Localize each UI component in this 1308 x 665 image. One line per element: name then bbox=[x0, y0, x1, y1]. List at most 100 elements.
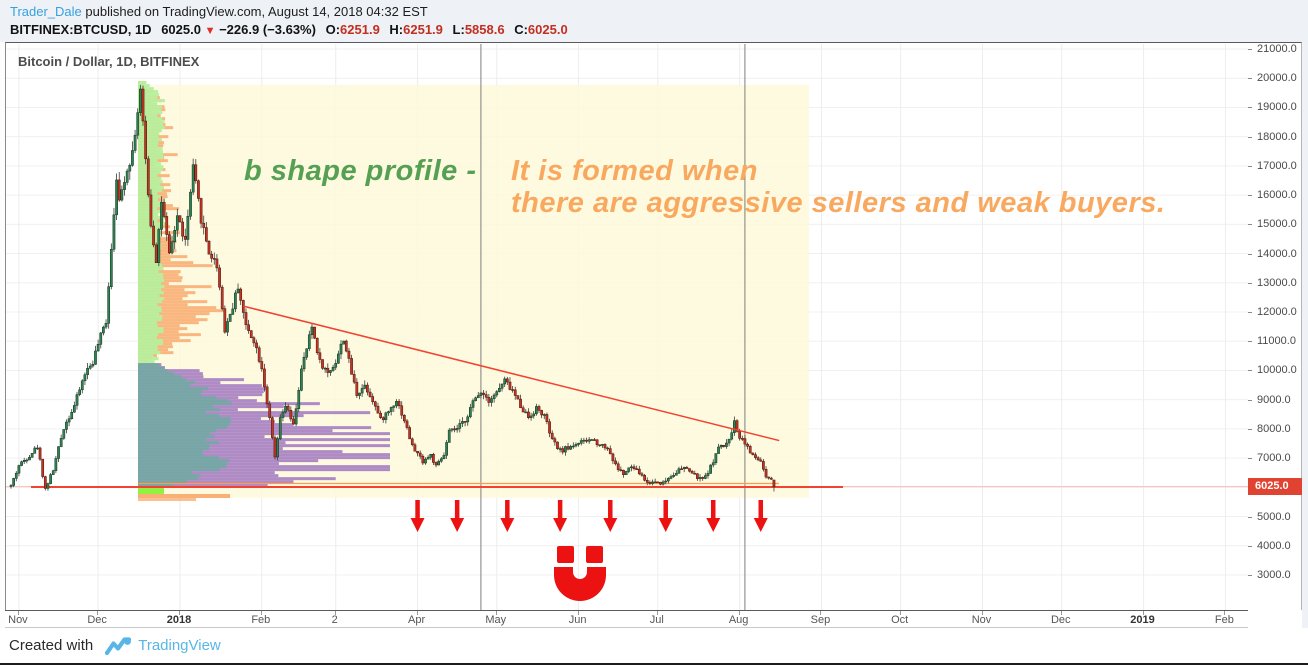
price-axis-label: 3000.0 bbox=[1257, 569, 1291, 581]
profile-bottom-strips bbox=[138, 488, 230, 501]
magnet-u-drawing[interactable] bbox=[554, 546, 606, 601]
down-triangle-icon: ▼ bbox=[204, 25, 216, 37]
time-axis-label: 2018 bbox=[166, 614, 192, 626]
price-axis-tick bbox=[1248, 107, 1252, 109]
time-axis-label: May bbox=[485, 614, 507, 626]
down-arrow-icon bbox=[410, 518, 425, 532]
price-axis-label: 16000.0 bbox=[1257, 189, 1297, 202]
symbol-name: BITFINEX:BTCUSD, 1D bbox=[10, 22, 152, 37]
down-arrows-drawing[interactable] bbox=[410, 500, 768, 532]
down-arrow-icon bbox=[505, 500, 510, 519]
down-arrow-icon bbox=[753, 518, 768, 532]
annotation-text-orange-line1[interactable]: It is formed when bbox=[511, 155, 758, 187]
candlestick-series bbox=[9, 84, 776, 492]
time-axis-tick bbox=[820, 611, 822, 615]
down-arrow-icon bbox=[663, 500, 668, 519]
time-axis-tick bbox=[981, 611, 983, 615]
time-axis-tick bbox=[899, 611, 901, 615]
publish-header: Trader_Dale published on TradingView.com… bbox=[0, 0, 1308, 42]
price-axis-label: 20000.0 bbox=[1257, 72, 1297, 85]
price-axis-label: 9000.0 bbox=[1257, 393, 1291, 406]
axis-right-gap bbox=[1302, 42, 1308, 628]
descending-trend-line[interactable] bbox=[243, 305, 780, 442]
down-arrow-icon bbox=[553, 518, 568, 532]
time-axis-tick bbox=[1142, 611, 1144, 615]
annotation-text-orange-line2[interactable]: there are aggressive sellers and weak bu… bbox=[511, 187, 1166, 219]
chart-legend-title: Bitcoin / Dollar, 1D, BITFINEX bbox=[18, 54, 200, 69]
magnet-horseshoe bbox=[554, 567, 606, 601]
close-label: C: bbox=[514, 22, 528, 37]
down-arrow-icon bbox=[603, 518, 618, 532]
price-axis-label: 11000.0 bbox=[1257, 335, 1296, 348]
open-value: 6251.9 bbox=[340, 22, 380, 37]
time-axis-label: 2 bbox=[331, 614, 338, 626]
price-axis-label: 19000.0 bbox=[1257, 101, 1297, 114]
price-axis-label: 4000.0 bbox=[1257, 539, 1291, 552]
price-change: −226.9 (−3.63%) bbox=[219, 22, 316, 37]
time-axis-label: Feb bbox=[251, 614, 271, 626]
time-axis-tick bbox=[17, 611, 19, 615]
price-axis-tick bbox=[1248, 312, 1252, 313]
magnet-pole bbox=[586, 546, 603, 563]
time-axis-tick bbox=[416, 611, 418, 615]
tradingview-logo-icon bbox=[105, 636, 132, 656]
last-price: 6025.0 bbox=[161, 22, 201, 37]
price-axis-tick bbox=[1248, 575, 1252, 576]
price-axis-label: 15000.0 bbox=[1257, 218, 1297, 231]
price-axis-label: 8000.0 bbox=[1257, 422, 1291, 435]
time-axis-label: 2019 bbox=[1130, 614, 1155, 626]
annotation-text-green[interactable]: b shape profile - bbox=[244, 155, 477, 187]
magnet-pole bbox=[557, 546, 574, 563]
volume-profile-lower-profile[interactable] bbox=[138, 363, 390, 487]
symbol-info-bar: BITFINEX:BTCUSD, 1D 6025.0 ▼ −226.9 (−3.… bbox=[10, 22, 1308, 37]
down-arrow-icon bbox=[557, 500, 563, 519]
author-link[interactable]: Trader_Dale bbox=[10, 4, 82, 19]
time-axis-label: Dec bbox=[87, 614, 107, 626]
time-axis-tick bbox=[495, 611, 497, 615]
time-axis-label: Dec bbox=[1050, 614, 1071, 626]
volume-profile-upper-b-shape-profile[interactable] bbox=[138, 81, 224, 364]
chart-canvas[interactable]: Bitcoin / Dollar, 1D, BITFINEX b shape p… bbox=[5, 42, 1249, 611]
time-axis-tick bbox=[97, 611, 99, 615]
price-axis-label: 13000.0 bbox=[1257, 276, 1297, 289]
time-axis-label: Nov bbox=[8, 614, 28, 626]
down-arrow-icon bbox=[710, 500, 716, 519]
price-axis-tick bbox=[1248, 78, 1252, 80]
price-axis-label: 7000.0 bbox=[1257, 452, 1291, 465]
time-axis-tick bbox=[1224, 611, 1226, 615]
chart-left-margin bbox=[0, 42, 5, 628]
price-axis-tick bbox=[1248, 136, 1252, 138]
time-axis-label: Nov bbox=[971, 614, 992, 626]
created-with-text: Created with bbox=[9, 637, 94, 654]
price-axis-tick bbox=[1248, 370, 1252, 372]
time-axis-tick bbox=[260, 611, 262, 615]
time-axis-tick bbox=[656, 611, 658, 615]
price-axis-label: 10000.0 bbox=[1257, 364, 1297, 377]
footer: Created with TradingView bbox=[0, 628, 1308, 663]
time-axis-label: Aug bbox=[728, 614, 749, 626]
tradingview-link[interactable]: TradingView bbox=[138, 637, 221, 654]
down-arrow-icon bbox=[500, 518, 515, 532]
price-axis-tick bbox=[1248, 253, 1252, 255]
high-value: 6251.9 bbox=[403, 22, 443, 37]
price-axis-tick bbox=[1248, 399, 1252, 401]
price-axis-tick bbox=[1248, 341, 1252, 343]
time-axis-label: Feb bbox=[1214, 614, 1234, 626]
open-label: O: bbox=[325, 22, 341, 37]
time-axis-label: Sep bbox=[810, 614, 831, 626]
down-arrow-icon bbox=[758, 500, 764, 519]
chart-svg bbox=[6, 44, 1249, 611]
byline: Trader_Dale published on TradingView.com… bbox=[10, 4, 1308, 19]
time-axis[interactable]: Nov Dec 2018 Feb 2 Apr May Jun Jul Aug Sep Oct Nov De… bbox=[5, 610, 1248, 628]
low-value: 5858.6 bbox=[464, 22, 505, 37]
price-axis-label: 5000.0 bbox=[1257, 510, 1291, 523]
down-arrow-icon bbox=[658, 518, 673, 532]
price-axis-tick bbox=[1248, 545, 1252, 547]
price-axis[interactable]: 21000.0 20000.0 19000.0 18000.0 17000.0 16000… bbox=[1248, 42, 1302, 610]
window-bottom-edge bbox=[0, 663, 1308, 665]
current-price-tag: 6025.0 bbox=[1248, 478, 1302, 496]
time-axis-label: Apr bbox=[407, 614, 426, 626]
down-arrow-icon bbox=[450, 518, 465, 532]
high-label: H: bbox=[389, 22, 404, 37]
price-axis-label: 17000.0 bbox=[1257, 159, 1297, 172]
